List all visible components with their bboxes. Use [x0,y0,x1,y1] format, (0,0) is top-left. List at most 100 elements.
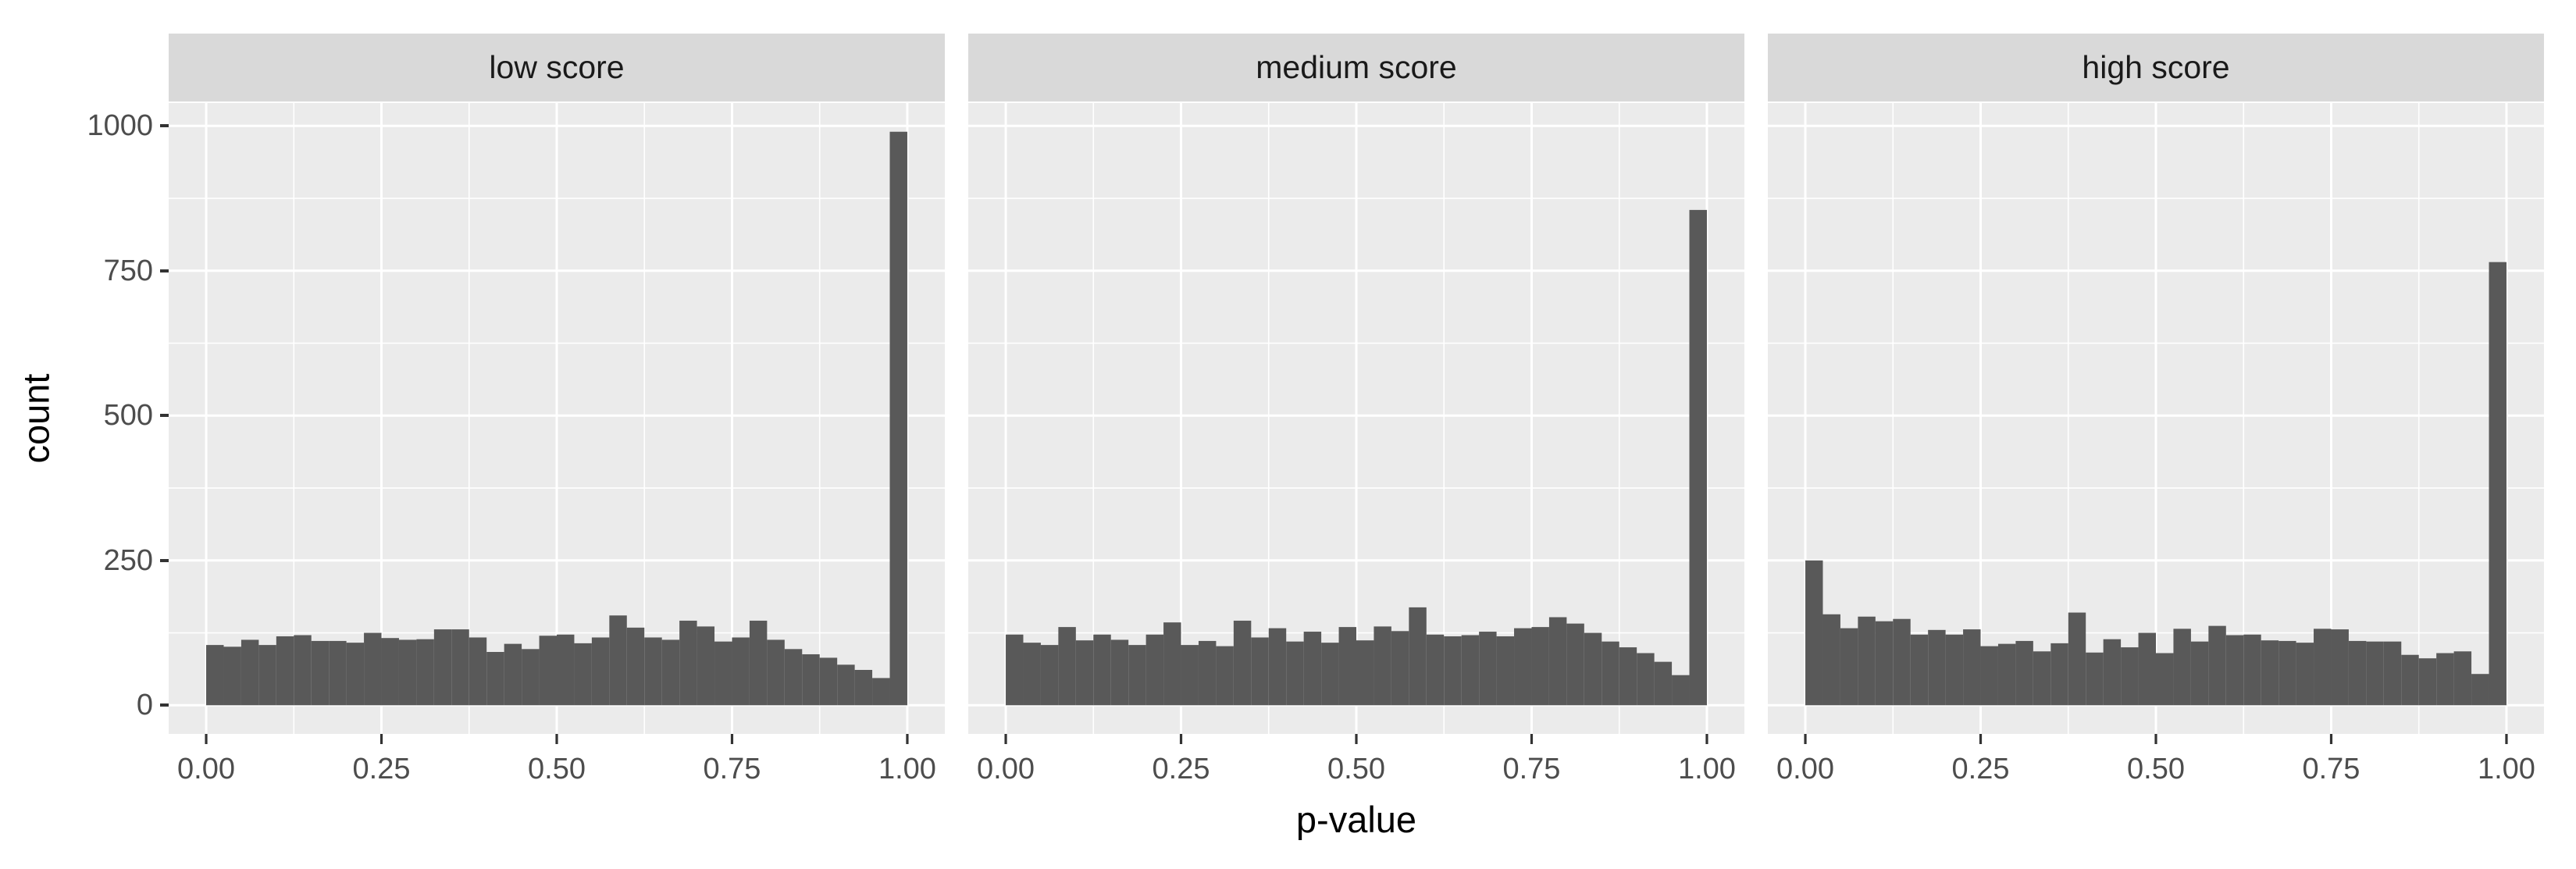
histogram-bar [767,639,785,706]
histogram-bar [451,629,469,706]
histogram-bar [1391,631,1409,706]
histogram-bar [2173,629,2191,706]
histogram-bar [1654,661,1673,706]
histogram-bar [416,639,434,706]
x-tick-label: 0.25 [352,753,411,785]
histogram-bar [1303,632,1322,706]
histogram-bar [2068,612,2086,706]
histogram-bar [1023,643,1041,706]
y-axis-tick-mark [160,703,169,707]
histogram-bar [1496,636,1515,706]
x-tick-label: 0.50 [1327,753,1385,785]
y-tick-label: 750 [103,254,153,287]
histogram-bar [1461,635,1480,706]
histogram-bar [1584,632,1602,706]
histogram-bar [311,640,330,706]
histogram-bar [1548,617,1567,706]
histogram-bar [1637,653,1655,706]
y-axis-tick-mark [160,558,169,562]
histogram-bar [1858,616,1876,706]
histogram-bar [1602,641,1619,706]
histogram-bar [1997,643,2016,706]
histogram-bar [1216,646,1234,706]
histogram-bar [1672,675,1690,706]
histogram-bar [2086,652,2104,706]
histogram-bar [2033,651,2051,706]
x-tick-label: 0.00 [1776,753,1835,785]
histogram-bar [2471,674,2489,706]
histogram-bar [609,615,627,706]
histogram-bar [276,636,294,706]
histogram-bar [2015,640,2033,706]
histogram-bar [346,643,365,706]
histogram-bar [574,643,592,706]
histogram-bar [2314,629,2332,706]
histogram-bar [1805,560,1823,706]
histogram-bar [258,645,276,706]
histogram-bar [1006,634,1024,706]
histogram-bar [1374,626,1391,706]
x-tick-label: 0.00 [977,753,1035,785]
y-axis-tick-mark [160,414,169,418]
y-axis-tick-mark [160,124,169,128]
histogram-bar [626,627,645,706]
histogram-bar [2296,643,2314,706]
histogram-bar [398,639,417,706]
facet-panel-low-score: low score 0.00 0.25 0.50 0.75 1.00 [169,34,945,814]
histogram-bar [2278,640,2296,706]
histogram-bar [1689,209,1707,706]
histogram-bar [1531,627,1549,706]
y-tick-label: 250 [103,543,153,577]
x-tick-label: 0.75 [703,753,761,785]
histogram-bar [784,649,803,706]
histogram-bar [1040,645,1059,706]
histogram-bar [1321,643,1339,706]
histogram-bar [1163,622,1181,706]
x-tick-label: 1.00 [1677,753,1736,785]
histogram-bar [697,626,715,706]
histogram-bar [2190,641,2209,706]
histogram-bar [1619,647,1637,706]
histogram-bar [2208,625,2226,706]
x-tick-label: 0.50 [528,753,586,785]
histogram-bar [2418,658,2437,706]
histogram-bar [1181,645,1199,706]
histogram-bar [433,629,452,706]
histogram-bar [2383,641,2402,706]
histogram-bar [1875,621,1894,706]
histogram-bar [1566,623,1584,706]
x-tick-label: 0.75 [1502,753,1561,785]
histogram-bar [1251,637,1269,706]
x-tick-label: 0.75 [2302,753,2360,785]
histogram-bar [1128,645,1146,706]
x-tick-label: 1.00 [878,753,936,785]
histogram-bar [854,670,873,706]
histogram-bar [802,654,820,706]
histogram-bar [1840,628,1858,706]
histogram-bar [2489,262,2507,706]
histogram-bar [1409,607,1427,706]
facet-strip-label: high score [1768,34,2544,102]
histogram-bar [240,639,259,706]
histogram-bar [486,652,504,706]
histogram-bar [661,639,680,706]
histogram-bar [732,637,750,706]
histogram-bar [679,620,697,706]
histogram-bar [644,637,662,706]
histogram-bar [1356,640,1374,706]
histogram-bar [1110,639,1129,706]
histogram-bar [2401,654,2419,706]
histogram-bar [294,635,312,706]
facet-panel-medium-score: medium score 0.00 0.25 0.50 0.75 1.00 [968,34,1744,814]
histogram-bar [2121,647,2139,706]
histogram-bar [522,649,540,706]
histogram-bar [1338,627,1356,706]
histogram-bar [469,637,487,706]
histogram-bar [381,638,399,706]
histogram-panel [169,103,945,744]
histogram-bar [2050,643,2068,706]
histogram-bar [1058,627,1076,706]
histogram-bar [1145,634,1164,706]
histogram-bar [1479,632,1497,706]
